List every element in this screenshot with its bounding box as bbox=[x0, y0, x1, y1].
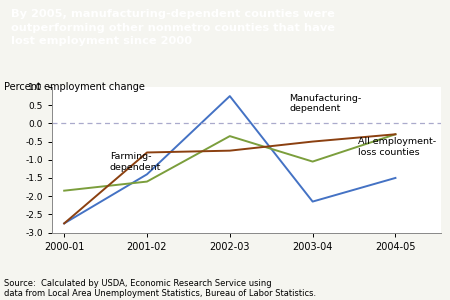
Text: Manufacturing-
dependent: Manufacturing- dependent bbox=[289, 94, 362, 113]
Text: All employment-
loss counties: All employment- loss counties bbox=[358, 137, 436, 157]
Text: Farming-
dependent: Farming- dependent bbox=[110, 152, 161, 172]
Text: By 2005, manufacturing-dependent counties were
outperforming other nonmetro coun: By 2005, manufacturing-dependent countie… bbox=[11, 9, 335, 46]
Text: Percent employment change: Percent employment change bbox=[4, 82, 145, 92]
Text: Source:  Calculated by USDA, Economic Research Service using
data from Local Are: Source: Calculated by USDA, Economic Res… bbox=[4, 279, 317, 298]
